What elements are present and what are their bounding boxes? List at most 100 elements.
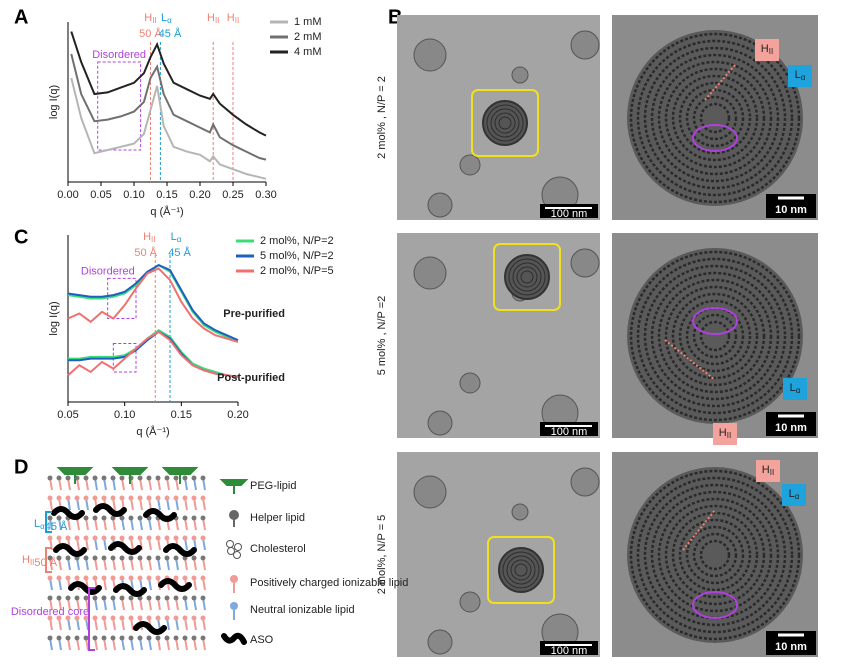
lipid-head [128,535,134,541]
legend-label: 5 mol%, N/P=2 [260,250,334,262]
scale-label: 100 nm [551,645,588,657]
subscript: II [215,16,219,25]
lipid-head [56,535,62,541]
lattice-ring [692,532,738,578]
x-tick-label: 0.15 [171,409,192,421]
legend-label-part: Positively charged ionizable lipid [250,577,408,589]
particle [570,30,600,60]
subscript: α [167,16,172,25]
lipid-head [74,575,80,581]
lipid-head [128,615,134,621]
lipid-head [56,495,62,501]
legend-label: Positively charged ionizable lipid [250,577,408,589]
lipid-head [182,595,188,601]
lipid-head [47,575,53,581]
lam-tag-label: Lα [790,382,801,395]
lipid-head [101,495,107,501]
x-tick-label: 0.05 [90,189,111,201]
lipid-head [146,535,152,541]
legend-label: 2 mM [294,31,322,43]
lipid-head [182,475,188,481]
lipid-head [128,575,134,581]
lipid-head [155,535,161,541]
lipid-head [56,615,62,621]
row-label: 2 mol% , N/P = 2 [376,76,388,159]
lipid-head [164,615,170,621]
legend-label: 4 mM [294,46,322,58]
lipid-head [191,635,197,641]
selection-box [487,536,555,604]
lipid-head [47,555,53,561]
lipid-head [155,495,161,501]
x-axis-label: q (Å⁻¹) [150,205,183,218]
lipid-head [173,475,179,481]
peg-lipid [161,467,199,484]
lattice-ring [699,539,731,571]
lipid-head [110,595,116,601]
lattice-ring [692,95,738,141]
core-label: Disordered core [11,606,89,618]
lipid-head [56,635,62,641]
particle [427,410,453,436]
particle-zoom [627,467,803,643]
lipid-head [101,615,107,621]
lipid-head [200,475,206,481]
annotation-spacing: 45 Å [159,27,182,40]
lipid-head [137,475,143,481]
lattice-ring [650,53,780,183]
aso-strand [108,541,142,555]
aso-strand [93,503,127,517]
lipid-head [74,615,80,621]
lipid-head [146,555,152,561]
scale-label: 10 nm [775,422,807,434]
lattice-ring [671,74,759,162]
particle-ring [508,258,546,296]
particle [413,38,447,72]
x-tick-label: 0.30 [255,189,276,201]
particle-ring [494,112,516,134]
subscript: II [235,16,239,25]
lattice-ring [678,299,752,373]
particle-ring [514,563,528,577]
y-axis-label: log I(q) [48,85,60,119]
hex-tag [755,39,779,61]
lipid-head [182,515,188,521]
label-part: L [161,12,167,24]
hex-tag-label: HII [761,43,773,56]
scale-label: 100 nm [551,208,588,220]
lipid-head [173,615,179,621]
core-bracket [88,587,95,651]
lattice-ring [629,469,801,641]
legend-label: 2 mol%, N/P=5 [260,265,334,277]
lipid-head [83,515,89,521]
lipid-head [47,475,53,481]
lipid-head [164,555,170,561]
legend-icon [221,632,247,645]
lipid-head [110,495,116,501]
subscript: II [151,235,155,244]
subscript: α [177,235,182,244]
particle [413,475,447,509]
aso-strand [51,506,85,520]
label-part: 50 Å [34,556,57,569]
lipid-head [200,595,206,601]
lipid-head [47,615,53,621]
lipid-head [65,535,71,541]
lipid-head [200,575,206,581]
lipid-head [182,575,188,581]
lipid-head [146,475,152,481]
lipid-head [119,595,125,601]
lattice-ring [629,250,801,422]
x-tick-label: 0.15 [156,189,177,201]
lam-label: Lα45 Å [34,518,68,533]
subscript: II [727,431,731,440]
lattice-ring [699,102,731,134]
particle-ring [506,555,536,585]
lattice-ring [664,504,766,606]
lattice-ring [636,257,794,415]
hex-tag [713,423,737,445]
lipid-head [119,575,125,581]
hex-tag [756,460,780,482]
